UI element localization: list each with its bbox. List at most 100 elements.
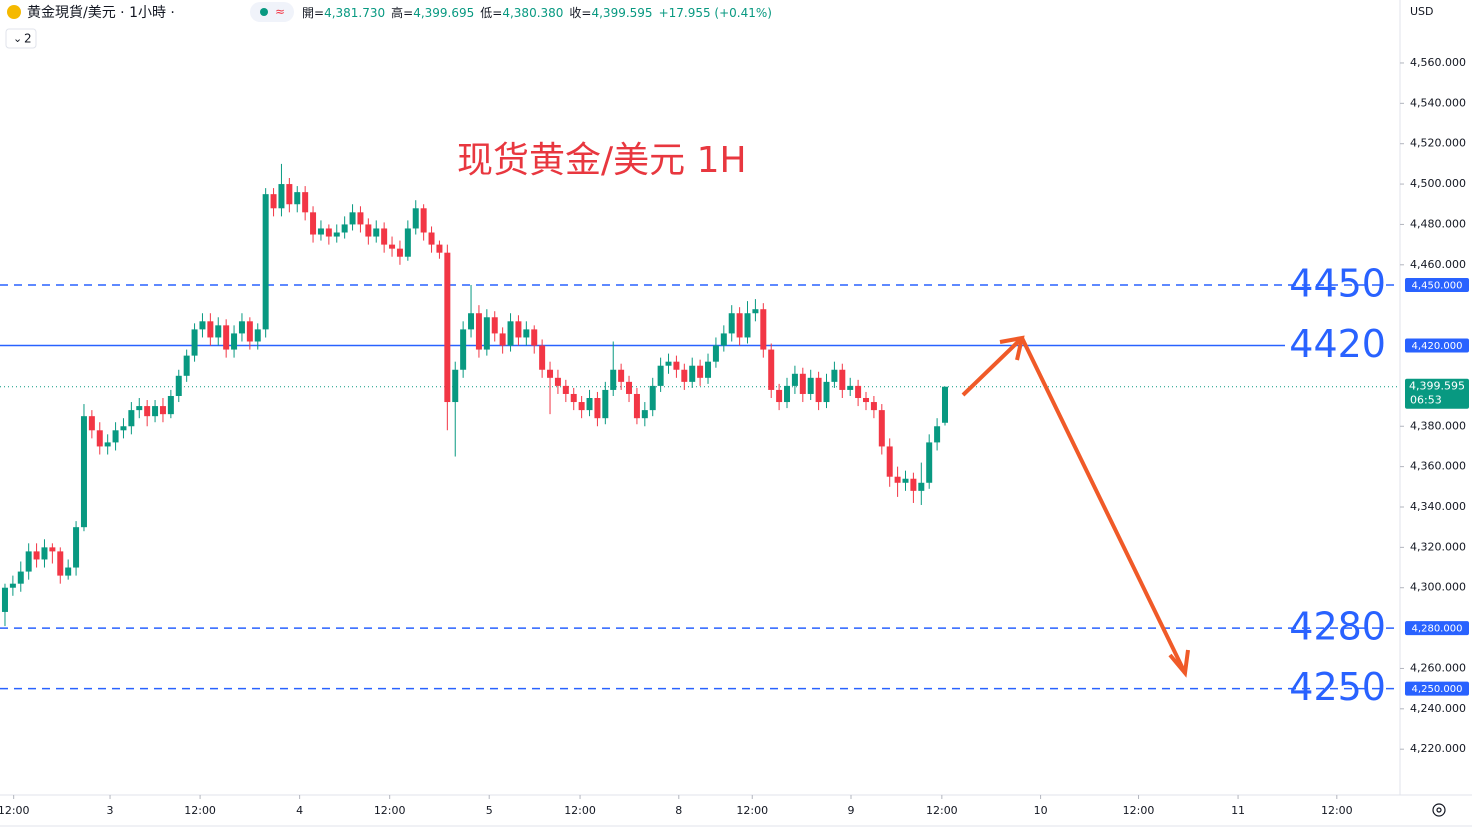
ohlc-name: 收= [569,6,591,20]
x-tick-label: 11 [1231,804,1245,817]
candle-body [262,194,269,330]
y-tick-label: 4,360.000 [1410,460,1466,473]
currency[interactable]: USD [1410,5,1434,18]
candle-body [594,398,601,419]
candle-body [428,232,435,245]
level-label: 4420 [1289,322,1386,366]
settings-icon[interactable] [1432,803,1446,817]
candle-body [491,317,498,334]
indicator-chevron: ⌄ [13,32,22,45]
y-tick-label: 4,300.000 [1410,581,1466,594]
candle-body [728,313,735,334]
level-badge-label: 4,450.000 [1412,280,1463,291]
candle-body [523,329,530,338]
candle-body [934,426,941,443]
candle-body [641,410,648,419]
candle-body [468,313,475,330]
y-tick-label: 4,240.000 [1410,702,1466,715]
level-badge-label: 4,420.000 [1412,341,1463,352]
candle-body [602,389,609,419]
ohlc-value: 4,399.695 [413,6,474,20]
candle-body [333,232,340,237]
arrow-up [961,336,1024,397]
candle-body [325,228,332,237]
candle-body [941,386,948,423]
x-tick-label: 9 [847,804,854,817]
candle-body [531,329,538,346]
level-label: 4280 [1289,605,1386,649]
candle-body [499,333,506,346]
y-tick-label: 4,560.000 [1410,56,1466,69]
candle-body [278,184,285,209]
candle-body [238,321,245,334]
candle-body [302,192,309,213]
candle-body [420,208,427,233]
y-tick-label: 4,320.000 [1410,540,1466,553]
indicator-toggle[interactable] [5,28,37,49]
candle-body [649,385,656,411]
x-tick-label: 10 [1034,804,1048,817]
candle-body [776,389,783,403]
candle-body [57,551,64,576]
candle-body [823,381,830,403]
candle-body [159,406,166,415]
candle-body [515,321,522,338]
candle-body [863,398,870,403]
candle-body [175,375,182,396]
y-tick-label: 4,540.000 [1410,96,1466,109]
candle-body [784,385,791,403]
candle-body [839,369,846,390]
level-label: 4450 [1289,261,1386,305]
last-price-badge [1405,378,1469,409]
candle-body [112,430,119,443]
candle-body [578,402,585,411]
candle-body [681,369,688,382]
y-tick-label: 4,480.000 [1410,217,1466,230]
candle-body [215,325,222,338]
settings-icon-center [1436,807,1442,813]
candle-body [586,398,593,411]
ohlc-name: 開= [302,6,324,20]
candle-body [349,212,356,225]
candle-body [152,406,159,417]
candle-body [120,426,127,431]
candle-body [65,567,72,576]
status-icon: ≈ [275,5,285,19]
candle-body [815,377,822,403]
candle-body [562,385,569,394]
symbol-title[interactable]: 黄金現貨/美元 · 1小時 · [27,4,175,21]
candle-body [104,442,111,447]
candle-body [191,329,198,356]
candle-body [460,329,467,370]
level-badge [1405,621,1469,636]
candle-body [381,228,388,245]
y-tick-label: 4,460.000 [1410,258,1466,271]
x-tick-label: 5 [486,804,493,817]
candle-body [294,192,301,205]
candle-body [412,208,419,229]
countdown-label: 06:53 [1410,394,1442,407]
ohlc-change: +17.955 (+0.41%) [659,6,772,20]
candle-body [910,478,917,491]
candle-body [396,248,403,257]
level-label: 4250 [1289,665,1386,709]
candle-body [633,393,640,419]
candle-body [199,321,206,330]
status-pill[interactable] [250,2,294,22]
candle-body [847,385,854,390]
y-tick-label: 4,380.000 [1410,419,1466,432]
x-tick-label: 12:00 [564,804,596,817]
candle-body [286,184,293,205]
candle-body [547,369,554,378]
candle-body [618,369,625,382]
candle-body [404,228,411,257]
candle-body [626,381,633,394]
candle-body [341,224,348,233]
ohlc-name: 高= [391,5,413,20]
candle-body [744,313,751,338]
candle-body [88,416,95,431]
candle-body [807,377,814,394]
